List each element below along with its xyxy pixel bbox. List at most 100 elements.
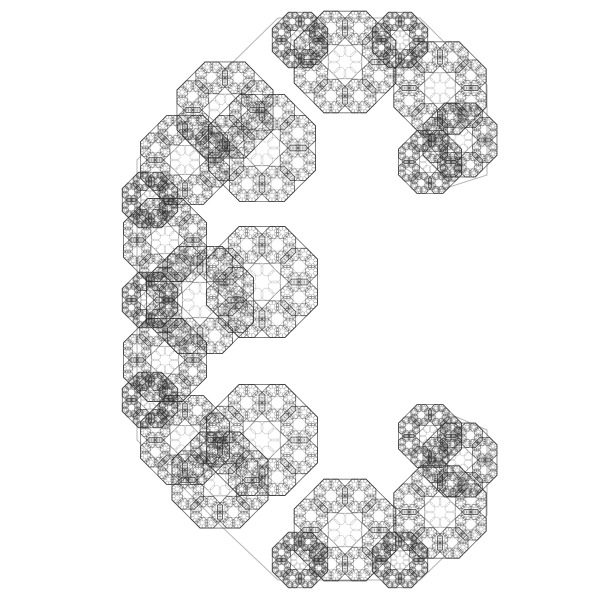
octagon-level-0 [444, 122, 448, 127]
octagon-level-2 [313, 78, 349, 114]
octagon-level-0 [414, 107, 419, 112]
octagon-level-0 [460, 98, 465, 102]
octagon-level-0 [331, 10, 337, 16]
octagon-level-0 [357, 13, 363, 18]
octagon-level-0 [455, 93, 460, 98]
octagon-level-1 [393, 73, 405, 85]
octagon-level-0 [428, 123, 432, 128]
octagon-level-0 [301, 80, 306, 85]
octagon-level-1 [417, 103, 429, 115]
octagon-level-0 [456, 41, 461, 46]
octagon-level-0 [311, 59, 317, 64]
octagon-level-0 [413, 109, 418, 114]
octagon-level-0 [315, 92, 321, 98]
octagon-level-0 [459, 117, 464, 122]
octagon-level-0 [343, 90, 348, 96]
octagon-level-0 [350, 101, 356, 106]
octagon-level-0 [448, 103, 452, 108]
octagon-level-1 [399, 59, 411, 71]
octagon-level-0 [364, 73, 369, 78]
octagon-level-0 [418, 122, 423, 127]
octagon-level-1 [469, 79, 481, 91]
octagon-level-0 [403, 95, 415, 107]
octagon-level-2 [393, 59, 425, 91]
octagon-level-0 [342, 22, 347, 27]
octagon-level-0 [369, 67, 374, 73]
octagon-level-0 [417, 179, 426, 187]
octagon-level-0 [463, 86, 468, 91]
octagon-level-1 [377, 81, 390, 94]
octagon-level-0 [447, 113, 459, 125]
octagon-level-0 [320, 13, 325, 18]
octagon-level-0 [375, 58, 381, 63]
octagon-level-0 [393, 93, 398, 98]
octagon-level-0 [415, 80, 420, 85]
octagon-level-0 [344, 85, 349, 90]
octagon-level-0 [443, 66, 448, 71]
octagon-level-0 [475, 93, 480, 98]
octagon-level-2 [455, 59, 487, 91]
octagon-level-0 [338, 102, 343, 107]
octagon-level-0 [348, 103, 353, 108]
octagon-level-0 [434, 179, 443, 187]
octagon-level-2 [341, 10, 377, 46]
octagon-level-0 [417, 137, 426, 145]
octagon-level-0 [462, 117, 467, 122]
octagon-level-0 [325, 86, 330, 91]
octagon-level-0 [367, 73, 372, 78]
octagon-level-1 [320, 78, 333, 91]
octagon-level-0 [473, 147, 478, 152]
octagon-level-0 [327, 38, 333, 43]
octagon-level-0 [319, 102, 324, 107]
octagon-level-0 [322, 108, 327, 114]
octagon-level-0 [350, 60, 363, 73]
octagon-level-1 [399, 79, 411, 91]
octagon-level-0 [432, 60, 436, 65]
octagon-level-0 [418, 74, 423, 78]
octagon-level-0 [436, 54, 441, 59]
octagon-level-0 [422, 110, 427, 115]
octagon-level-0 [299, 73, 304, 78]
octagon-level-0 [420, 96, 425, 100]
octagon-level-0 [383, 38, 388, 43]
octagon-level-0 [413, 70, 418, 75]
octagon-level-0 [430, 68, 435, 73]
octagon-level-0 [232, 72, 244, 84]
octagon-level-0 [426, 46, 431, 51]
octagon-level-0 [432, 105, 437, 110]
octagon-level-0 [415, 106, 420, 111]
octagon-level-0 [334, 108, 340, 114]
octagon-level-0 [432, 125, 437, 130]
octagon-level-1 [364, 26, 377, 39]
octagon-level-0 [393, 96, 398, 100]
octagon-level-0 [380, 88, 385, 94]
octagon-level-0 [445, 110, 450, 115]
octagon-level-0 [477, 99, 482, 104]
octagon-level-0 [315, 85, 321, 90]
octagon-level-0 [293, 70, 299, 76]
octagon-level-0 [341, 34, 346, 39]
octagon-level-0 [451, 108, 456, 113]
octagon-level-0 [337, 16, 342, 21]
octagon-level-0 [369, 51, 374, 57]
octagon-level-0 [482, 67, 487, 72]
octagon-level-0 [399, 90, 404, 94]
octagon-level-0 [305, 38, 310, 43]
octagon-level-1 [329, 78, 342, 91]
octagon-level-0 [451, 43, 456, 48]
octagon-level-0 [369, 70, 374, 76]
octagon-level-0 [480, 145, 490, 155]
octagon-level-0 [316, 70, 321, 76]
octagon-level-1 [364, 85, 377, 98]
octagon-level-0 [371, 19, 377, 24]
octagon-level-0 [398, 106, 403, 111]
octagon-level-0 [476, 84, 481, 89]
octagon-level-0 [293, 51, 299, 57]
octagon-level-1 [329, 10, 342, 23]
octagon-level-0 [482, 141, 486, 145]
octagon-level-0 [366, 26, 371, 32]
octagon-level-0 [321, 82, 326, 87]
octagon-level-0 [395, 98, 400, 102]
octagon-level-0 [444, 78, 456, 90]
octagon-level-0 [417, 125, 422, 130]
